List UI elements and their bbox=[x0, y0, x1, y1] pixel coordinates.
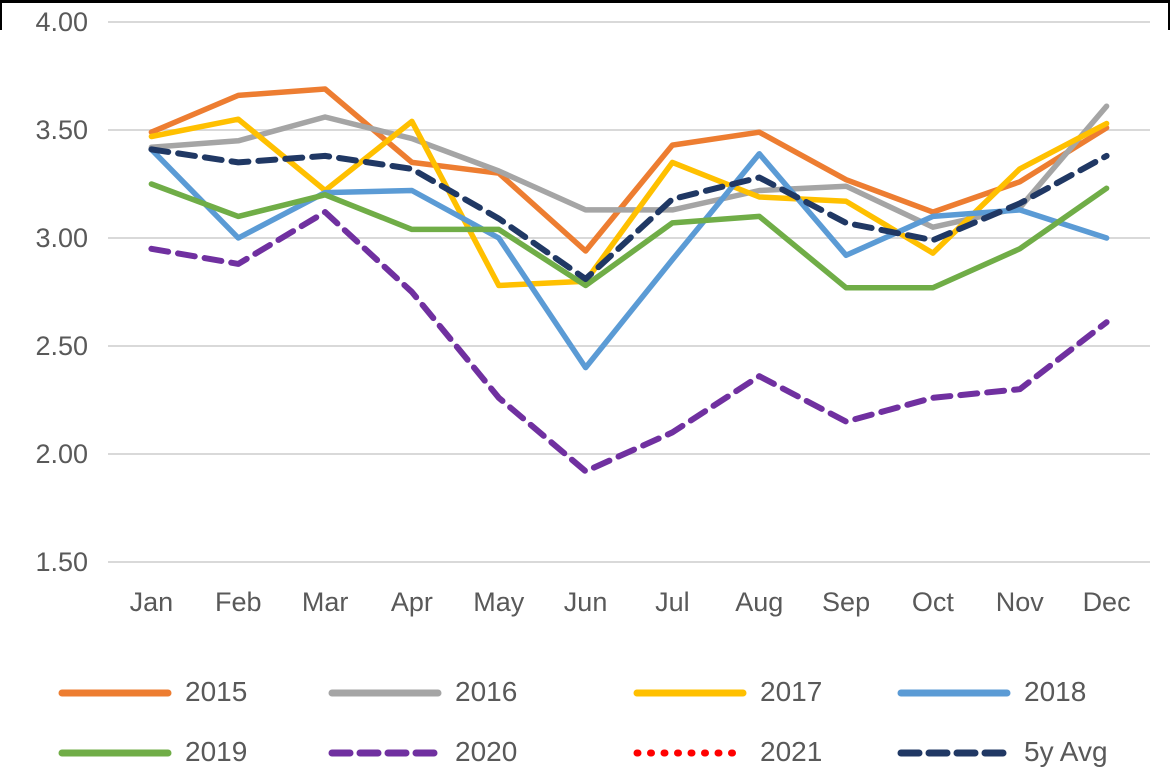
y-tick-label: 2.50 bbox=[35, 331, 88, 361]
x-tick-label-sep: Sep bbox=[822, 587, 871, 617]
legend-swatch-2016 bbox=[328, 689, 442, 697]
legend-label-2020: 2020 bbox=[455, 736, 518, 767]
series-line-2018 bbox=[148, 146, 1110, 371]
x-tick-label-dec: Dec bbox=[1082, 587, 1131, 617]
legend-label-2018: 2018 bbox=[1024, 676, 1087, 707]
legend-swatch-2018 bbox=[897, 689, 1011, 697]
series-line-2015 bbox=[148, 86, 1110, 254]
line-chart-plot bbox=[108, 21, 1150, 563]
legend-swatch-2019 bbox=[58, 749, 172, 757]
y-tick-label: 3.50 bbox=[35, 115, 88, 145]
y-tick-label: 3.00 bbox=[35, 223, 88, 253]
series-line-2017 bbox=[148, 116, 1110, 289]
series-line-5y-avg bbox=[148, 146, 1110, 282]
x-tick-label-jun: Jun bbox=[563, 587, 608, 617]
top-border bbox=[0, 0, 1170, 3]
x-tick-label-jan: Jan bbox=[129, 587, 174, 617]
x-tick-label-aug: Aug bbox=[735, 587, 784, 617]
legend-label-2016: 2016 bbox=[455, 676, 518, 707]
legend-label-2019: 2019 bbox=[185, 736, 248, 767]
legend-swatch-2020 bbox=[328, 749, 442, 757]
right-border-notch bbox=[1168, 0, 1170, 30]
legend-label-2015: 2015 bbox=[185, 676, 248, 707]
legend-label-5y-avg: 5y Avg bbox=[1024, 736, 1108, 767]
legend-swatch-2017 bbox=[633, 689, 747, 697]
legend-swatch-5y-avg bbox=[897, 749, 1011, 757]
y-tick-label: 4.00 bbox=[35, 7, 88, 37]
x-tick-label-mar: Mar bbox=[301, 587, 349, 617]
x-tick-label-may: May bbox=[473, 587, 525, 617]
series-line-2016 bbox=[148, 103, 1110, 230]
y-tick-label: 1.50 bbox=[35, 547, 88, 577]
legend-label-2017: 2017 bbox=[760, 676, 823, 707]
x-tick-label-oct: Oct bbox=[911, 587, 954, 617]
legend-label-2021: 2021 bbox=[760, 736, 823, 767]
x-tick-label-nov: Nov bbox=[995, 587, 1044, 617]
y-tick-label: 2.00 bbox=[35, 439, 88, 469]
legend-swatch-2015 bbox=[58, 689, 172, 697]
x-tick-label-feb: Feb bbox=[214, 587, 262, 617]
x-tick-label-apr: Apr bbox=[390, 587, 433, 617]
x-tick-label-jul: Jul bbox=[655, 587, 690, 617]
legend-swatch-2021 bbox=[633, 749, 747, 757]
left-border-notch bbox=[0, 0, 2, 30]
series-line-2019 bbox=[148, 181, 1110, 291]
series-line-2020 bbox=[148, 209, 1110, 475]
